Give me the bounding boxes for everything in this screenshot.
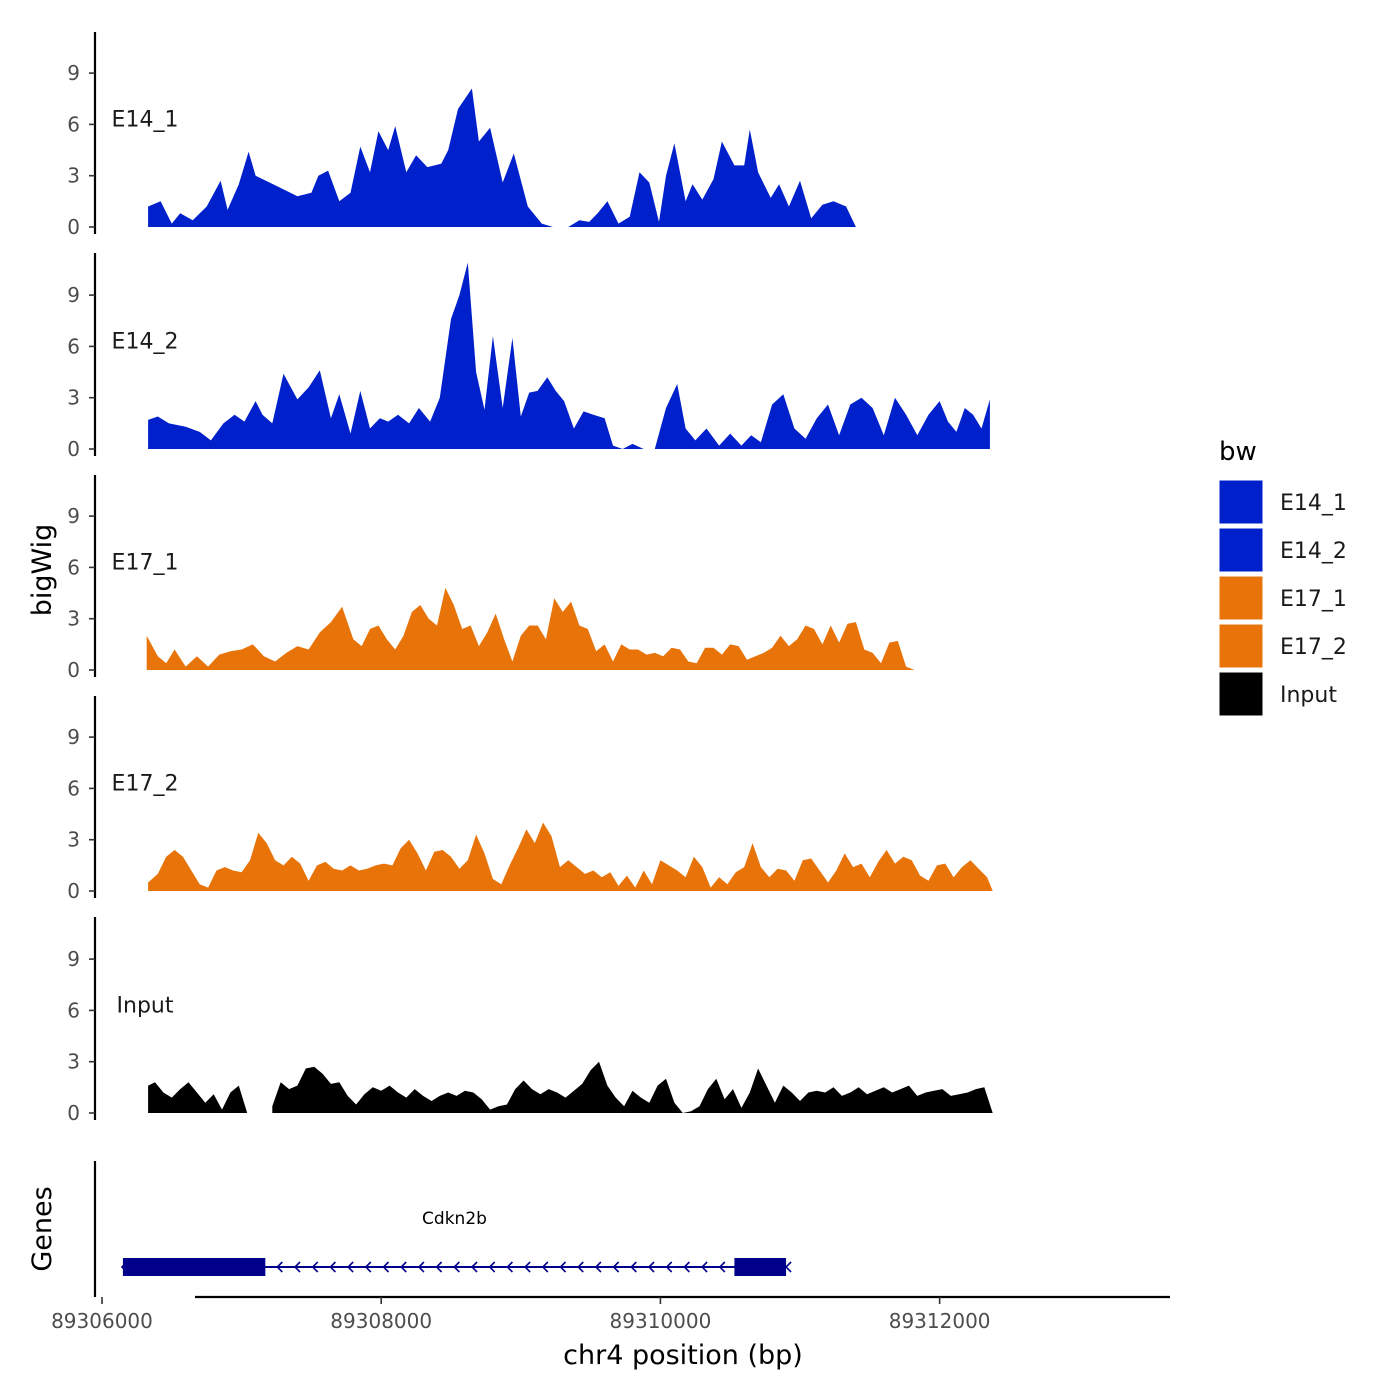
x-axis: 89306000 89308000 89310000 89312000 xyxy=(51,1295,1170,1333)
y-tick-label: 9 xyxy=(67,283,80,307)
legend-swatch xyxy=(1218,671,1264,717)
legend-item-input: Input xyxy=(1218,671,1337,717)
strand-arrow xyxy=(506,1261,513,1273)
y-tick-label: 3 xyxy=(67,607,80,631)
strand-arrow xyxy=(577,1261,584,1273)
strand-arrow xyxy=(364,1261,372,1273)
track-e17-2: 0 3 6 9 E17_2 xyxy=(67,696,993,903)
strand-arrow xyxy=(488,1261,496,1273)
track-label-e17-1: E17_1 xyxy=(112,550,179,575)
track-input: 0 3 6 9 Input xyxy=(67,917,993,1125)
track-e14-2: 0 3 6 9 E14_2 xyxy=(67,253,990,461)
area-e14-1-segment-1 xyxy=(568,129,856,227)
y-tick-label: 9 xyxy=(67,504,80,528)
y-tick-label: 9 xyxy=(67,61,80,85)
strand-arrow xyxy=(293,1261,301,1273)
gene-label: Cdkn2b xyxy=(422,1209,487,1229)
exon-1 xyxy=(734,1258,787,1276)
strand-arrow xyxy=(329,1261,336,1273)
legend-swatch xyxy=(1218,527,1264,573)
strand-arrow xyxy=(276,1261,283,1273)
y-axis-title: bigWig xyxy=(27,524,58,617)
y-tick-label: 3 xyxy=(67,164,80,188)
track-e14-1: 0 3 6 9 E14_1 xyxy=(67,32,856,239)
strand-arrow xyxy=(718,1261,726,1273)
strand-arrow xyxy=(453,1261,460,1273)
exon-0 xyxy=(122,1258,266,1276)
strand-arrow xyxy=(683,1261,690,1273)
legend-item-e17-1: E17_1 xyxy=(1218,575,1347,621)
strand-arrow xyxy=(541,1261,549,1273)
area-e14-2-segment-0 xyxy=(148,262,990,449)
strand-arrow xyxy=(346,1261,354,1273)
y-tick-label: 3 xyxy=(67,1050,80,1074)
track-label-input: Input xyxy=(117,993,174,1018)
y-tick-label: 6 xyxy=(67,334,80,358)
y-tick-label: 6 xyxy=(67,998,80,1022)
area-input-segment-0 xyxy=(148,1082,256,1113)
strand-arrow xyxy=(435,1261,443,1273)
x-tick-label: 89306000 xyxy=(51,1309,153,1333)
x-tick-label: 89312000 xyxy=(889,1309,991,1333)
y-tick-label: 0 xyxy=(67,879,80,903)
area-e17-2-segment-0 xyxy=(148,822,993,891)
strand-arrow xyxy=(594,1261,602,1273)
legend-swatch xyxy=(1218,575,1264,621)
strand-arrow xyxy=(612,1261,620,1273)
y-tick-label: 0 xyxy=(67,437,80,461)
strand-arrow xyxy=(523,1261,531,1273)
legend-swatch xyxy=(1218,479,1264,525)
strand-arrow xyxy=(311,1261,319,1273)
y-tick-label: 9 xyxy=(67,947,80,971)
track-label-e17-2: E17_2 xyxy=(112,771,179,796)
strand-arrow xyxy=(470,1261,478,1273)
legend-label: E14_2 xyxy=(1280,539,1347,564)
genes-track-title: Genes xyxy=(27,1186,58,1271)
y-tick-label: 0 xyxy=(67,1101,80,1125)
y-tick-label: 3 xyxy=(67,828,80,852)
legend: bw E14_1 E14_2 E17_1 E17_2 Input xyxy=(1218,437,1347,717)
strand-arrow xyxy=(417,1261,425,1273)
strand-arrow xyxy=(647,1261,655,1273)
legend-label: E14_1 xyxy=(1280,491,1347,516)
x-tick-label: 89308000 xyxy=(330,1309,432,1333)
strand-arrow xyxy=(559,1261,567,1273)
legend-swatch xyxy=(1218,623,1264,669)
gene-cdkn2b: Cdkn2b xyxy=(120,1209,792,1276)
y-tick-label: 0 xyxy=(67,658,80,682)
y-tick-label: 6 xyxy=(67,555,80,579)
strand-arrow xyxy=(665,1261,673,1273)
area-input-segment-1 xyxy=(272,1061,993,1113)
area-e17-1-segment-0 xyxy=(146,587,915,670)
track-label-e14-2: E14_2 xyxy=(112,329,179,354)
area-e14-1-segment-0 xyxy=(148,88,553,227)
strand-arrow xyxy=(382,1261,390,1273)
legend-title: bw xyxy=(1219,437,1257,467)
y-tick-label: 9 xyxy=(67,725,80,749)
x-tick-label: 89310000 xyxy=(610,1309,712,1333)
legend-label: E17_1 xyxy=(1280,587,1347,612)
strand-arrow xyxy=(630,1261,637,1273)
x-axis-title: chr4 position (bp) xyxy=(563,1340,803,1371)
y-tick-label: 6 xyxy=(67,776,80,800)
tracks-layer: 0 3 6 9 E14_1 0 3 6 9 E14_2 0 3 6 9 E17_1 0 3 6 9 E17_2 0 3 6 9… xyxy=(67,32,993,1125)
strand-arrow xyxy=(700,1261,708,1273)
legend-label: E17_2 xyxy=(1280,635,1347,660)
y-tick-label: 0 xyxy=(67,215,80,239)
strand-arrow xyxy=(400,1261,407,1273)
legend-item-e17-2: E17_2 xyxy=(1218,623,1347,669)
strand-arrow xyxy=(784,1261,792,1273)
genes-track: Cdkn2b xyxy=(93,1161,792,1297)
legend-item-e14-2: E14_2 xyxy=(1218,527,1347,573)
legend-item-e14-1: E14_1 xyxy=(1218,479,1347,525)
legend-label: Input xyxy=(1280,683,1337,708)
strand-arrow xyxy=(120,1261,128,1273)
y-tick-label: 6 xyxy=(67,112,80,136)
y-tick-label: 3 xyxy=(67,386,80,410)
track-e17-1: 0 3 6 9 E17_1 xyxy=(67,475,915,682)
track-label-e14-1: E14_1 xyxy=(112,107,179,132)
